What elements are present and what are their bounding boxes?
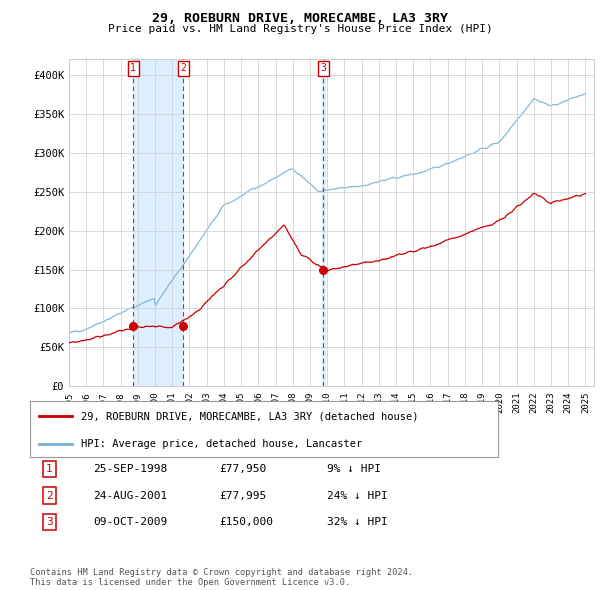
Text: 9% ↓ HPI: 9% ↓ HPI	[327, 464, 381, 474]
Text: £77,950: £77,950	[219, 464, 266, 474]
Text: 32% ↓ HPI: 32% ↓ HPI	[327, 517, 388, 527]
Bar	[322, 59, 325, 386]
Text: £150,000: £150,000	[219, 517, 273, 527]
Text: 3: 3	[320, 63, 326, 73]
Text: 24% ↓ HPI: 24% ↓ HPI	[327, 491, 388, 500]
Text: 29, ROEBURN DRIVE, MORECAMBE, LA3 3RY (detached house): 29, ROEBURN DRIVE, MORECAMBE, LA3 3RY (d…	[82, 411, 419, 421]
Bar	[133, 59, 184, 386]
Text: 09-OCT-2009: 09-OCT-2009	[93, 517, 167, 527]
Text: Price paid vs. HM Land Registry's House Price Index (HPI): Price paid vs. HM Land Registry's House …	[107, 24, 493, 34]
Text: 24-AUG-2001: 24-AUG-2001	[93, 491, 167, 500]
Text: 25-SEP-1998: 25-SEP-1998	[93, 464, 167, 474]
Text: 2: 2	[181, 63, 187, 73]
Text: 2: 2	[46, 491, 53, 500]
Text: 3: 3	[46, 517, 53, 527]
Text: £77,995: £77,995	[219, 491, 266, 500]
Text: 29, ROEBURN DRIVE, MORECAMBE, LA3 3RY: 29, ROEBURN DRIVE, MORECAMBE, LA3 3RY	[152, 12, 448, 25]
Text: 1: 1	[46, 464, 53, 474]
Text: Contains HM Land Registry data © Crown copyright and database right 2024.
This d: Contains HM Land Registry data © Crown c…	[30, 568, 413, 587]
Text: HPI: Average price, detached house, Lancaster: HPI: Average price, detached house, Lanc…	[82, 440, 363, 450]
Text: 1: 1	[130, 63, 136, 73]
